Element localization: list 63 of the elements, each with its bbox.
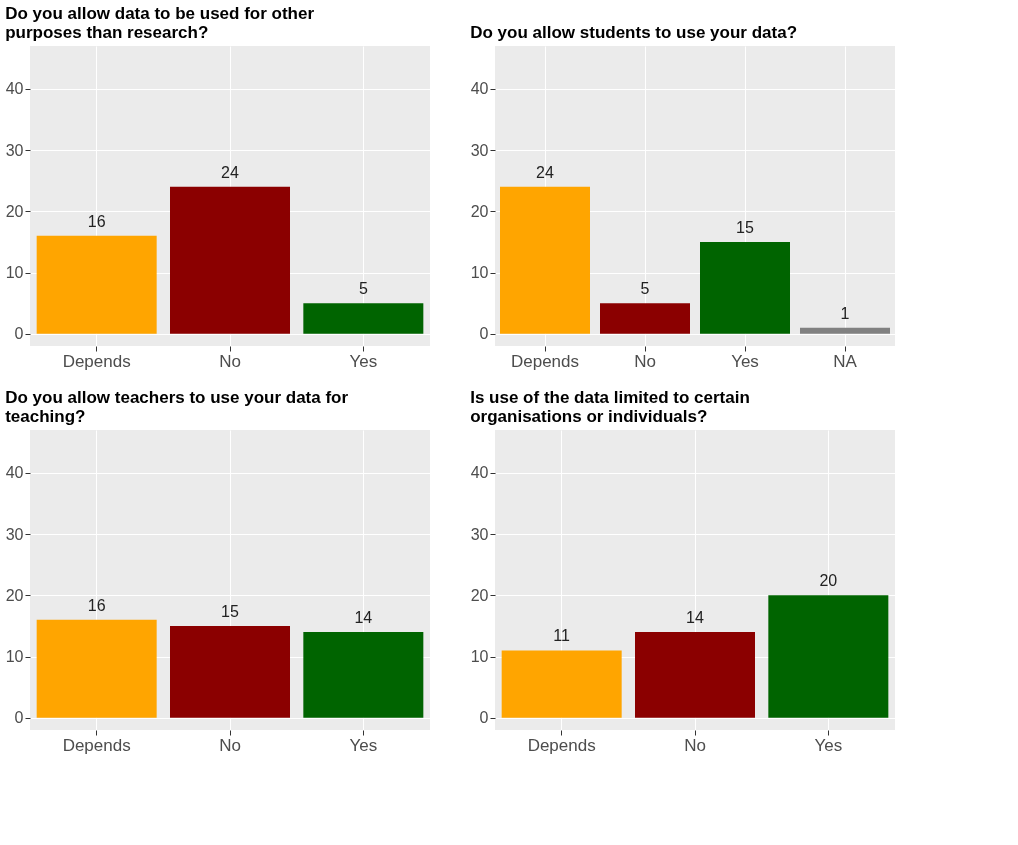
y-tick-label: 30	[470, 525, 489, 543]
text: organisations or individuals?	[470, 407, 708, 426]
y-tick-label: 0	[14, 325, 24, 343]
y-tick-label: 0	[479, 709, 489, 727]
data-label: 1	[840, 304, 850, 322]
bar	[700, 241, 790, 334]
data-label: 16	[87, 212, 106, 230]
x-tick-label: No	[219, 351, 241, 371]
data-label: 11	[553, 627, 571, 645]
y-tick-label: 20	[470, 586, 489, 604]
x-tick-label: Yes	[814, 735, 843, 755]
y-tick-label: 20	[470, 202, 489, 220]
y-tick-label: 20	[5, 586, 24, 604]
text: teaching?	[5, 407, 86, 426]
data-label: 24	[536, 163, 554, 181]
y-tick-label: 30	[5, 525, 24, 543]
y-tick-label: 20	[5, 202, 24, 220]
y-tick-label: 40	[470, 464, 489, 482]
data-label: 14	[354, 609, 373, 627]
x-tick-label: Yes	[349, 735, 378, 755]
y-tick-label: 0	[14, 709, 24, 727]
text: Do you allow teachers to use your data for	[5, 388, 349, 407]
data-label: 15	[736, 218, 754, 236]
y-tick-label: 40	[470, 80, 489, 98]
data-label: 15	[221, 602, 239, 620]
bar	[635, 632, 755, 718]
bar	[500, 186, 590, 334]
data-label: 16	[87, 596, 106, 614]
x-tick-label: No	[219, 735, 241, 755]
y-tick-label: 10	[5, 648, 24, 666]
x-tick-label: Depends	[510, 351, 580, 371]
bar	[768, 595, 889, 718]
x-tick-label: NA	[833, 351, 858, 371]
data-label: 14	[686, 609, 704, 627]
x-tick-label: No	[684, 735, 706, 755]
x-tick-label: Depends	[62, 351, 131, 371]
y-tick-label: 10	[5, 264, 24, 282]
text: Is use of the data limited to certain	[470, 388, 750, 407]
bar	[303, 303, 424, 334]
data-label: 5	[358, 280, 368, 298]
y-tick-label: 10	[470, 648, 489, 666]
y-tick-label: 30	[5, 141, 24, 159]
text: purposes than research?	[5, 23, 209, 42]
x-tick-label: Yes	[349, 351, 378, 371]
y-tick-label: 30	[470, 141, 489, 159]
data-label: 20	[819, 572, 838, 590]
y-tick-label: 40	[5, 464, 24, 482]
bar	[36, 235, 157, 334]
y-tick-label: 10	[470, 264, 489, 282]
x-tick-label: Yes	[731, 351, 759, 371]
bar	[501, 650, 622, 718]
x-tick-label: No	[634, 351, 656, 371]
text: Do you allow data to be used for other	[5, 4, 315, 23]
y-tick-label: 40	[5, 80, 24, 98]
bar	[170, 186, 290, 334]
data-label: 24	[221, 163, 239, 181]
bar	[600, 303, 690, 334]
x-tick-label: Depends	[527, 735, 596, 755]
bar	[800, 327, 890, 334]
x-tick-label: Depends	[62, 735, 131, 755]
chart-title: Do you allow students to use your data?	[470, 23, 798, 42]
y-tick-label: 0	[479, 325, 489, 343]
data-label: 5	[640, 280, 650, 298]
